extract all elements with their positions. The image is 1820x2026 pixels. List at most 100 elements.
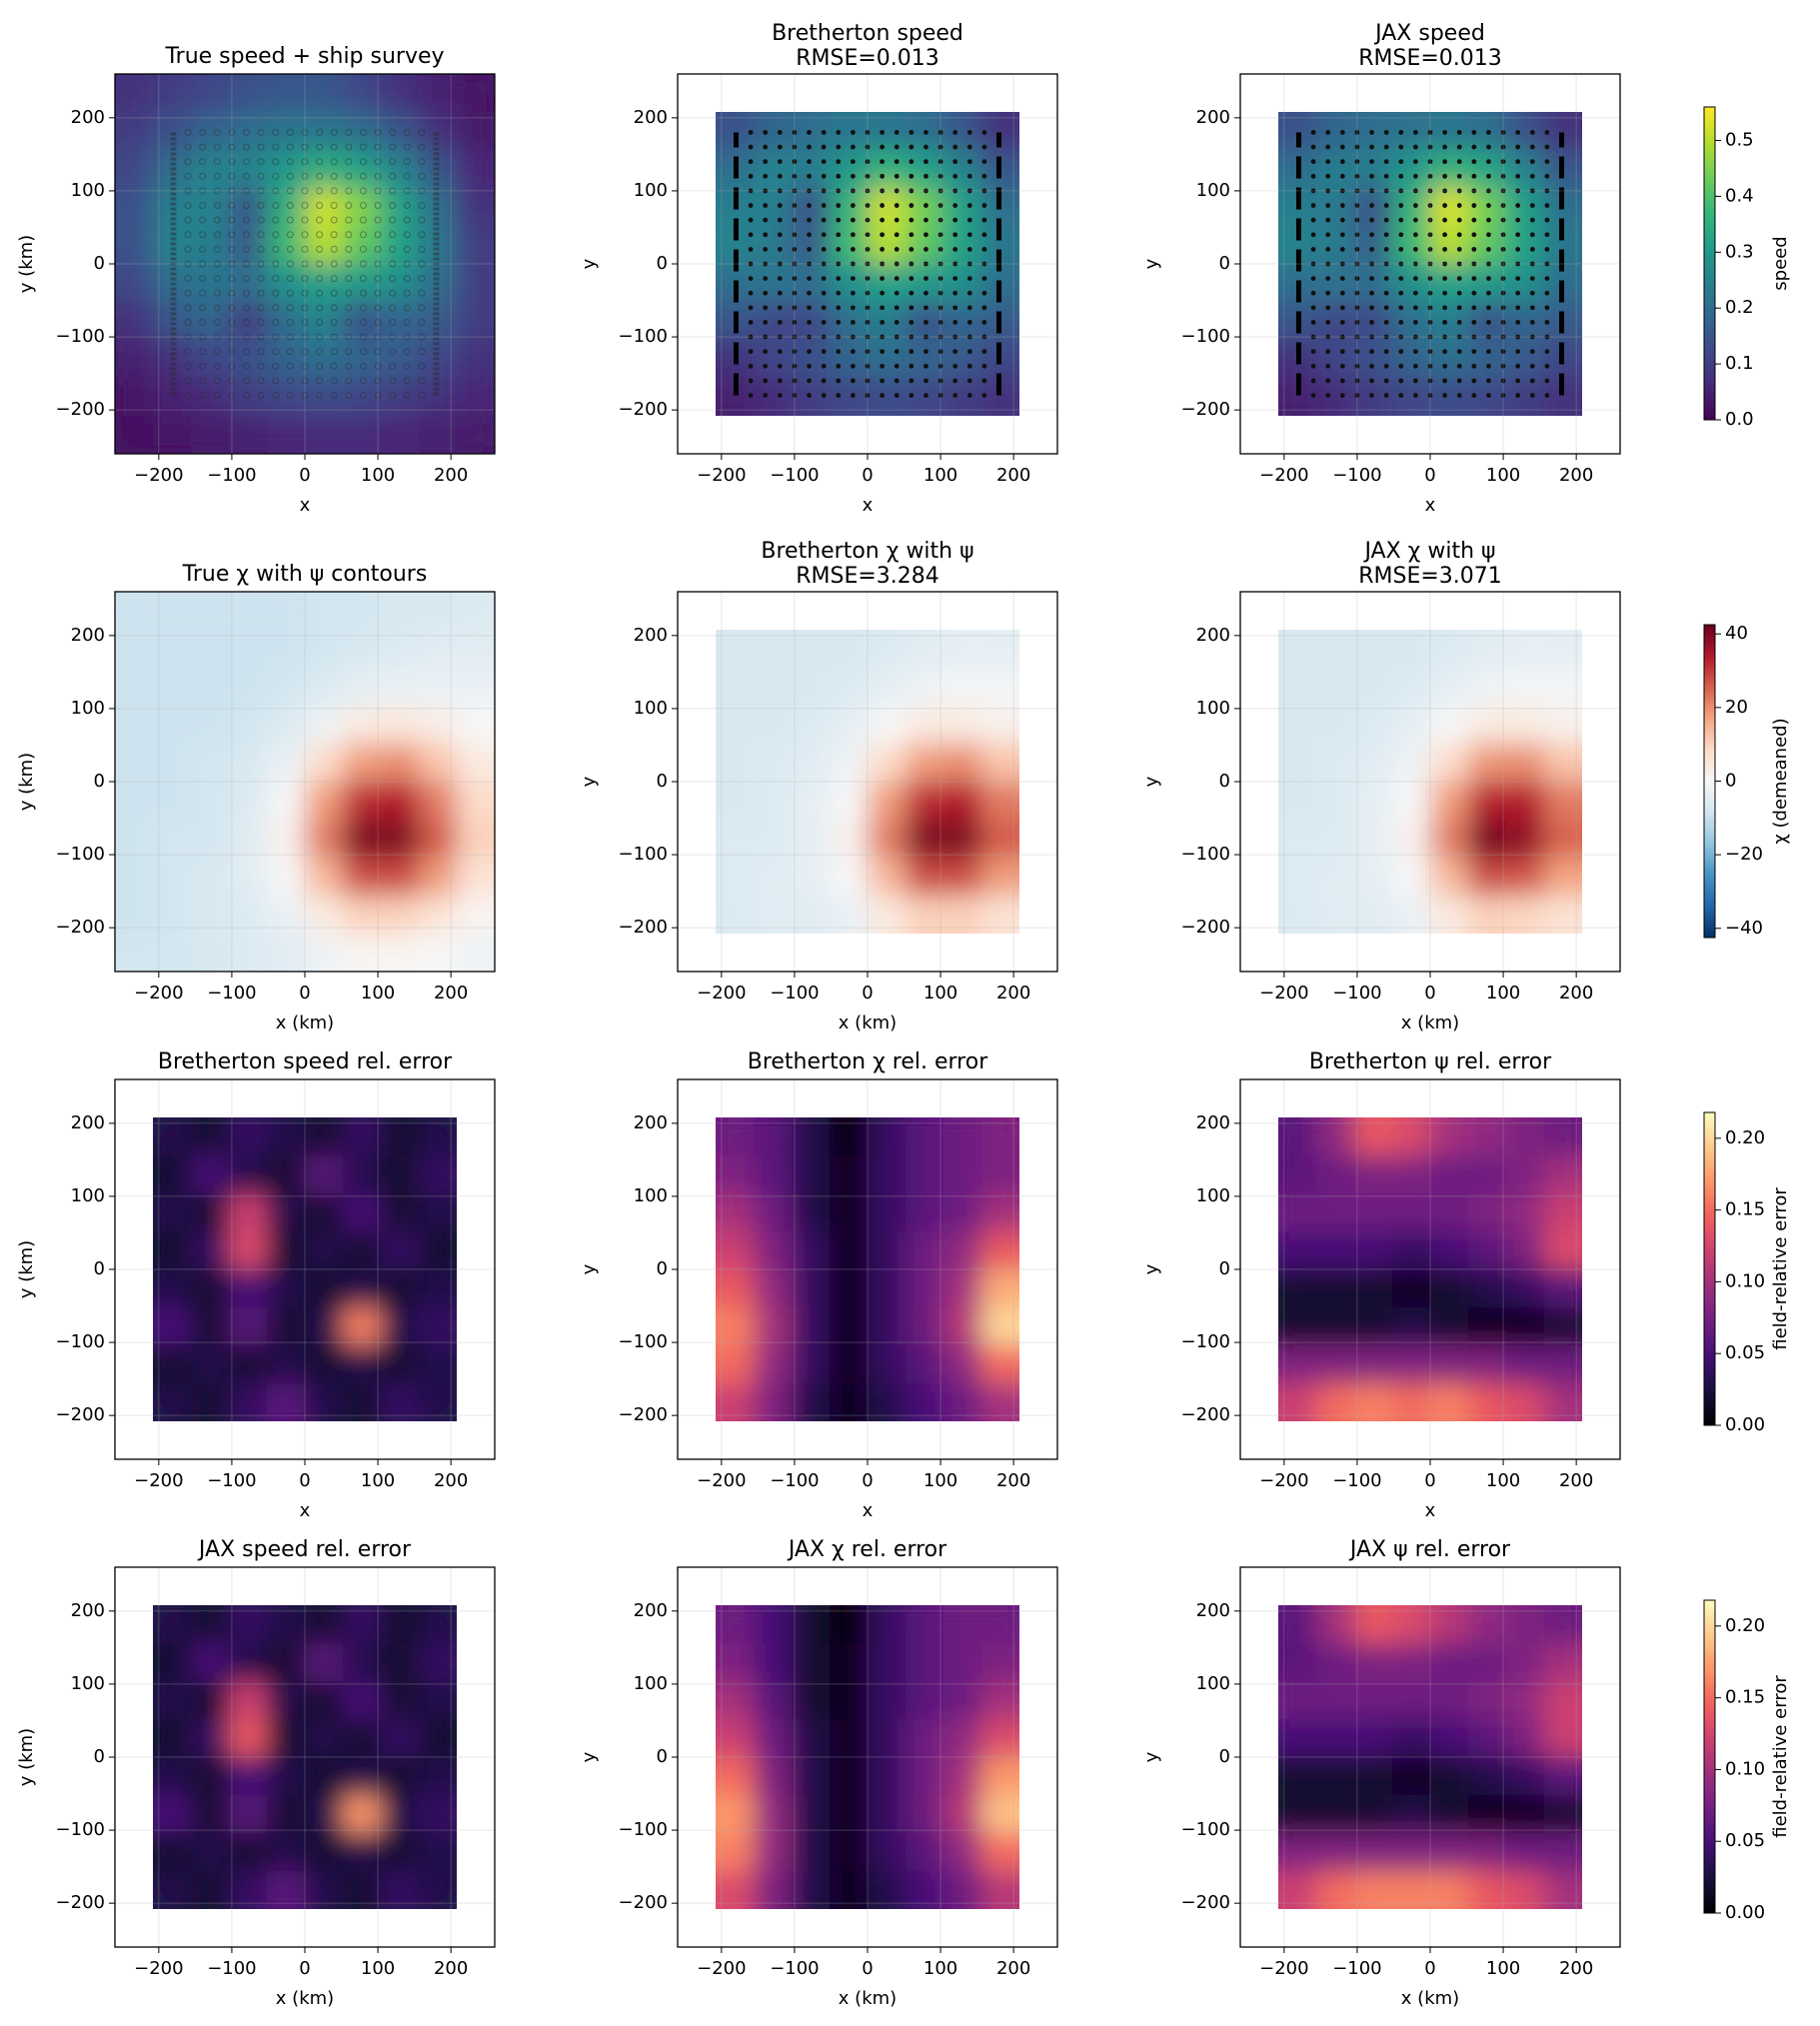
chart-title: Bretherton speed rel. error — [158, 1049, 453, 1074]
survey-point — [923, 188, 928, 194]
x-axis-label: x — [300, 495, 311, 516]
survey-point — [1486, 349, 1491, 355]
survey-point — [763, 159, 769, 165]
heatmap-cell — [343, 934, 381, 972]
survey-point — [272, 172, 280, 180]
y-tick-label: −100 — [1181, 1819, 1230, 1840]
heatmap-cell — [229, 820, 267, 858]
heatmap-cell — [868, 264, 906, 302]
y-tick-label: 100 — [634, 180, 668, 201]
heatmap-cell — [343, 1833, 381, 1871]
heatmap-cell — [1354, 1155, 1392, 1193]
survey-point — [1544, 261, 1550, 267]
survey-point — [345, 304, 353, 312]
survey-point — [909, 203, 914, 208]
heatmap-cell — [267, 668, 305, 706]
survey-point — [850, 276, 856, 282]
survey-point — [1398, 232, 1404, 238]
survey-point — [836, 232, 842, 238]
x-tick-label: 200 — [434, 1958, 468, 1979]
heatmap-cell — [1392, 378, 1430, 416]
survey-point — [966, 378, 972, 384]
survey-point — [243, 275, 251, 283]
heatmap-cell — [792, 1345, 830, 1383]
survey-point — [184, 128, 192, 136]
survey-point — [316, 289, 324, 297]
survey-point — [850, 159, 856, 165]
survey-point — [923, 320, 928, 325]
survey-point — [1325, 305, 1331, 311]
survey-point — [330, 348, 338, 356]
heatmap-cell — [1506, 302, 1544, 340]
survey-point — [836, 349, 842, 355]
heatmap-cell — [830, 1871, 868, 1909]
heatmap-cell — [754, 744, 792, 782]
survey-point — [836, 188, 842, 194]
x-tick-label: −100 — [1332, 983, 1381, 1004]
heatmap-cell — [267, 1307, 305, 1345]
heatmap-cell — [1544, 858, 1582, 896]
survey-point — [1412, 393, 1418, 398]
x-tick-label: 100 — [923, 983, 957, 1004]
survey-point — [345, 158, 353, 166]
heatmap-cell — [419, 706, 457, 744]
survey-point — [937, 393, 943, 398]
axes-frame — [677, 73, 1058, 455]
x-tick-label: −200 — [134, 1958, 183, 1979]
x-tick-label: −200 — [697, 465, 746, 486]
survey-point — [1529, 144, 1535, 150]
heatmap-cell — [1278, 1833, 1316, 1871]
heatmap-cells — [1278, 630, 1582, 934]
survey-point — [199, 289, 207, 297]
chart-title: Bretherton χ rel. error — [748, 1049, 988, 1074]
heatmap-cell — [1544, 1833, 1582, 1871]
heatmap-cell — [1278, 706, 1316, 744]
heatmap-cell — [305, 896, 343, 934]
survey-point — [850, 320, 856, 325]
survey-point — [850, 363, 856, 369]
survey-point — [1339, 363, 1345, 369]
heatmap-cell — [1278, 1719, 1316, 1757]
heatmap-cell — [906, 1231, 943, 1269]
heatmap-cell — [191, 1269, 229, 1307]
heatmap-cell — [943, 1681, 981, 1719]
heatmap-cell — [191, 1117, 229, 1155]
survey-point — [952, 290, 958, 296]
survey-point — [1339, 290, 1345, 296]
colorbar-tick-label: 0.05 — [1725, 1830, 1765, 1851]
heatmap-cell — [830, 188, 868, 226]
survey-point — [1442, 320, 1448, 325]
heatmap-cell — [906, 820, 943, 858]
heatmap-cell — [229, 1643, 267, 1681]
survey-point — [1412, 305, 1418, 311]
survey-point — [850, 130, 856, 135]
survey-point — [1500, 144, 1506, 150]
heatmap-cell — [1392, 1795, 1430, 1833]
heatmap-cell — [1430, 1871, 1468, 1909]
survey-point — [1544, 363, 1550, 369]
heatmap-cell — [1468, 226, 1506, 264]
heatmap-cell — [830, 112, 868, 150]
survey-point — [1310, 232, 1316, 238]
heatmap-cell — [1316, 858, 1354, 896]
heatmap-cell — [457, 378, 495, 416]
heatmap-cell — [305, 1193, 343, 1231]
heatmap-cell — [305, 934, 343, 972]
heatmap-cell — [716, 1269, 754, 1307]
heatmap-cell — [343, 706, 381, 744]
survey-point — [1529, 276, 1535, 282]
survey-point — [748, 349, 754, 355]
y-tick-label: 100 — [1196, 180, 1230, 201]
heatmap-cell — [343, 1681, 381, 1719]
heatmap-cell — [305, 1345, 343, 1383]
heatmap-cell — [1316, 1681, 1354, 1719]
heatmap-cell — [830, 896, 868, 934]
survey-point — [330, 318, 338, 326]
heatmap-cell — [305, 592, 343, 630]
survey-point — [1369, 349, 1374, 355]
survey-point — [1412, 188, 1418, 194]
survey-point — [1339, 217, 1345, 223]
heatmap-cell — [229, 744, 267, 782]
survey-point — [243, 289, 251, 297]
survey-point — [243, 172, 251, 180]
